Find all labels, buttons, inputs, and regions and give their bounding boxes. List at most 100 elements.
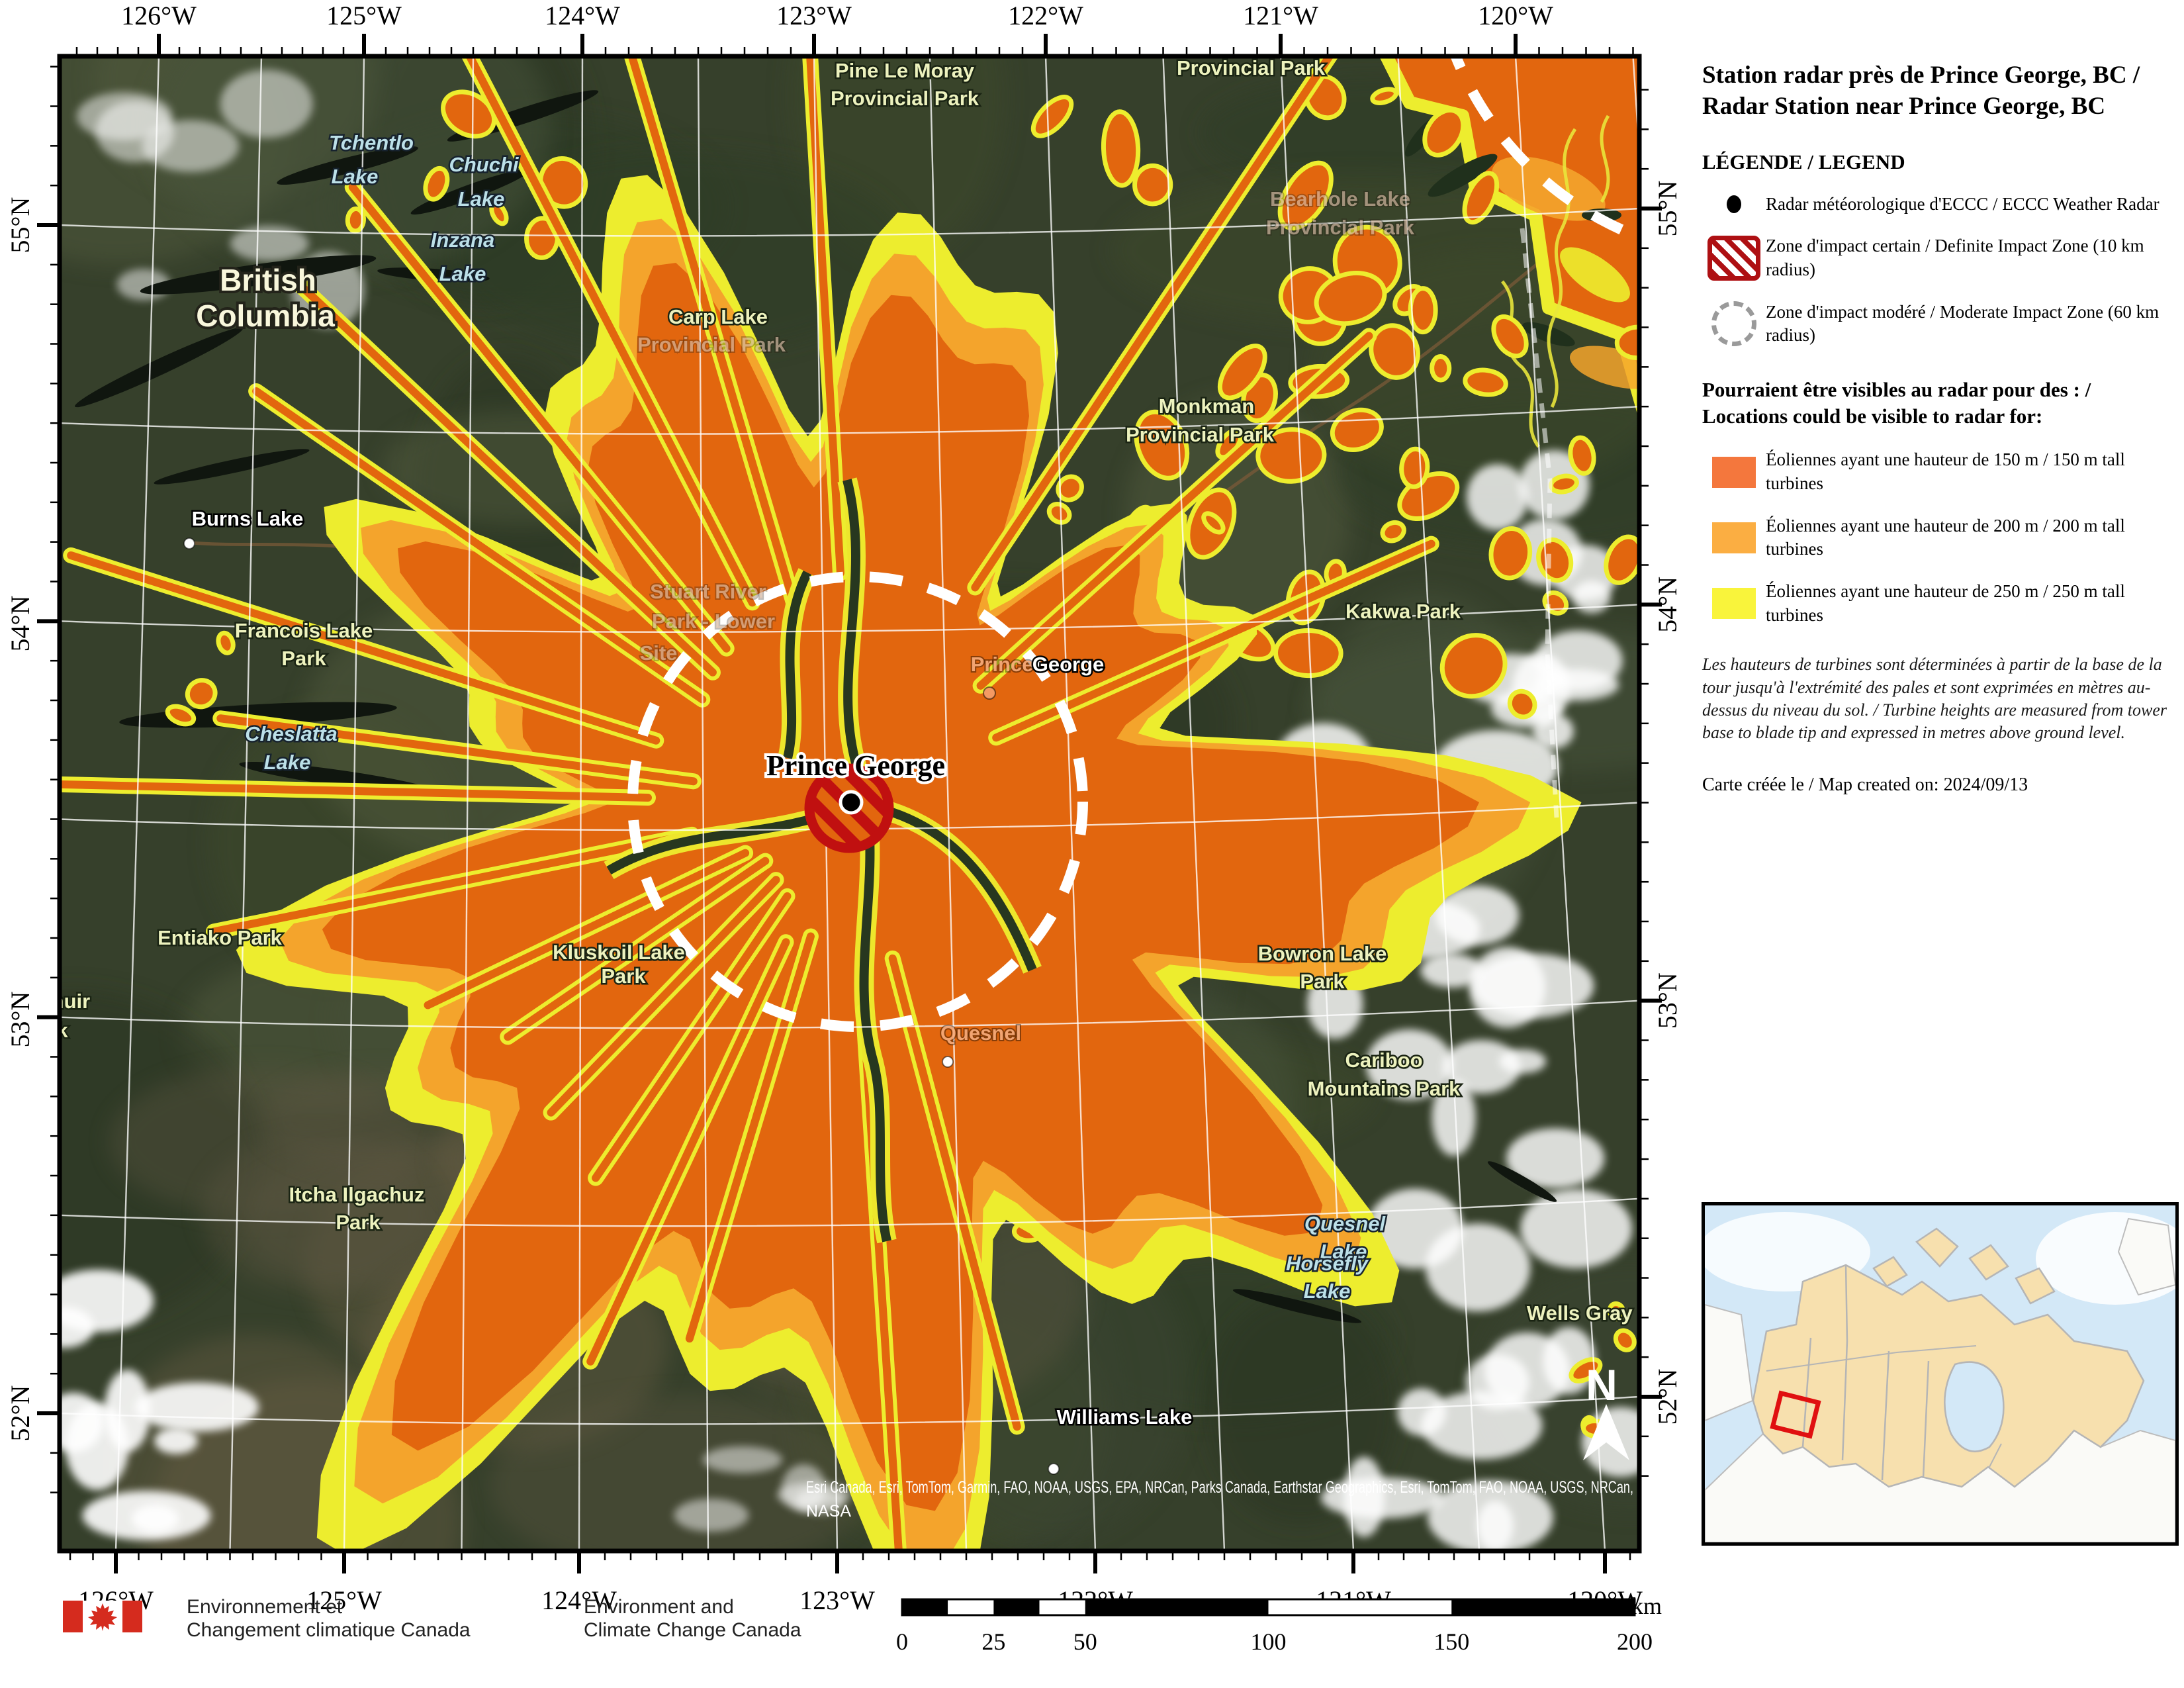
map-label: Lake: [439, 262, 486, 285]
map-label: Cariboo: [1345, 1049, 1422, 1072]
latitude-label: 53°N: [1653, 972, 1682, 1029]
map-label: Park: [1300, 970, 1345, 993]
longitude-label: 124°W: [541, 1585, 617, 1615]
map-label: Cheslatta: [245, 722, 338, 745]
attribution-text: NASA: [806, 1502, 851, 1521]
map-label: Burns Lake: [192, 507, 304, 530]
map-label: Kakwa Park: [1345, 600, 1461, 623]
eccc-wordmark-en: Environment and Climate Change Canada: [584, 1596, 801, 1641]
moderate-impact-zone-circle: [627, 571, 1088, 1032]
legend-item-moderate-zone: Zone d'impact modéré / Moderate Impact Z…: [1702, 301, 2173, 348]
map-label: Lake: [1304, 1280, 1351, 1303]
map-label: Carp Lake: [668, 305, 768, 328]
legend-item-label: Éoliennes ayant une hauteur de 250 m / 2…: [1766, 581, 2125, 625]
longitude-label: 123°W: [799, 1585, 875, 1615]
latitude-label: 55°N: [1653, 181, 1682, 237]
map-label: Francois Lake: [235, 619, 373, 642]
map-label: Entiako Park: [158, 926, 283, 949]
map-label: Park - Lower: [652, 610, 775, 633]
map-label: Wells Gray Pa: [1527, 1301, 1664, 1325]
scale-unit-label: km: [1631, 1593, 1662, 1619]
latitude-label: 54°N: [5, 596, 35, 652]
map-label: Park: [601, 964, 646, 988]
map-label: Williams Lake: [1057, 1405, 1193, 1429]
latitude-label: 53°N: [5, 992, 35, 1048]
map-label: Prince: [971, 653, 1034, 676]
swatch-250m: [1712, 588, 1756, 620]
map-label: Site: [640, 641, 678, 665]
legend-item-definite-zone: Zone d'impact certain / Definite Impact …: [1702, 234, 2173, 281]
moderate-zone-icon: [1711, 301, 1756, 347]
legend-item-200m: Éoliennes ayant une hauteur de 200 m / 2…: [1702, 514, 2173, 561]
scale-tick-label: 100: [1251, 1628, 1287, 1655]
city-dot: [983, 686, 996, 700]
map-label: Quesnel: [940, 1021, 1021, 1045]
map-title: Station radar près de Prince George, BC …: [1702, 62, 2140, 120]
map-canvas: Pine Le Moray Provincial Park Provincial P…: [5, 1, 1682, 1655]
map-created-date: Carte créée le / Map created on: 2024/09…: [1702, 774, 2028, 796]
map-label: Lake: [264, 751, 311, 774]
map-label: Lake: [458, 187, 505, 211]
map-label: Park: [336, 1211, 381, 1234]
legend-panel: Station radar près de Prince George, BC …: [1702, 52, 2173, 796]
map-label: Provincial Park: [831, 87, 979, 110]
inset-map: [1698, 1205, 2184, 1550]
scale-tick-label: 50: [1073, 1628, 1097, 1655]
legend-item-label: Éoliennes ayant une hauteur de 200 m / 2…: [1766, 515, 2125, 559]
latitude-label: 52°N: [5, 1385, 35, 1442]
legend-item-label: Radar météorologique d'ECCC / ECCC Weath…: [1766, 193, 2160, 214]
city-dot: [183, 538, 195, 549]
map-label: Itcha Ilgachuz: [289, 1183, 425, 1206]
map-frame: [57, 54, 1642, 1554]
legend-item-label: Éoliennes ayant une hauteur de 150 m / 1…: [1766, 449, 2125, 494]
longitude-label: 123°W: [776, 1, 852, 30]
longitude-label: 121°W: [1243, 1, 1318, 30]
map-labels: Pine Le Moray Provincial Park Provincial P…: [60, 56, 1664, 1430]
map-label: Monkman: [1159, 395, 1255, 418]
longitude-label: 122°W: [1008, 1, 1083, 30]
map-content: Pine Le Moray Provincial Park Provincial P…: [60, 56, 1664, 1551]
radar-dot-icon: [1727, 195, 1741, 214]
longitude-label: 125°W: [306, 1585, 382, 1615]
latitude-label: 52°N: [1653, 1369, 1682, 1425]
longitude-label: 120°W: [1478, 1, 1553, 30]
map-label: Mountains Park: [1308, 1077, 1461, 1100]
north-arrow-icon: [1583, 1404, 1629, 1460]
map-label: Lake: [332, 165, 379, 188]
latitude-label: 55°N: [5, 197, 35, 254]
attribution-text: Esri Canada, Esri, TomTom, Garmin, FAO, …: [806, 1478, 1633, 1497]
legend-item-label: Zone d'impact certain / Definite Impact …: [1766, 236, 2144, 279]
map-label: British: [220, 263, 316, 297]
legend-heading: LÉGENDE / LEGEND: [1702, 150, 1905, 173]
radar-station-point: [839, 790, 864, 815]
scale-tick-label: 150: [1433, 1628, 1469, 1655]
map-label: Park: [281, 647, 326, 670]
map-label: Inzana: [431, 228, 494, 252]
canada-flag-icon: [63, 1601, 142, 1632]
canada-locator-inset: [1698, 1202, 2184, 1550]
map-label: Stuart River: [650, 580, 766, 603]
longitude-label: 124°W: [545, 1, 620, 30]
map-label: Provincial Park: [637, 333, 786, 356]
map-label: Kluskoil Lake: [553, 941, 685, 964]
definite-zone-icon: [1707, 235, 1760, 281]
map-label: Prince George: [766, 749, 945, 782]
legend-item-radar: Radar météorologique d'ECCC / ECCC Weath…: [1702, 193, 2173, 216]
inset-hudson-bay: [1944, 1361, 2005, 1452]
swatch-200m: [1712, 522, 1756, 553]
map-label: Pine Le Moray: [835, 59, 975, 82]
swatch-150m: [1712, 456, 1756, 488]
scale-tick-label: 200: [1617, 1628, 1653, 1655]
north-arrow-label: N: [1586, 1360, 1617, 1409]
city-dot: [942, 1056, 954, 1068]
city-dot: [1048, 1463, 1060, 1475]
map-label: Horsefly: [1286, 1252, 1369, 1275]
legend-item-150m: Éoliennes ayant une hauteur de 150 m / 1…: [1702, 448, 2173, 495]
longitude-label: 125°W: [326, 1, 402, 30]
latitude-label: 54°N: [1653, 577, 1682, 633]
map-label: Quesnel: [1304, 1212, 1387, 1235]
legend-item-250m: Éoliennes ayant une hauteur de 250 m / 2…: [1702, 580, 2173, 627]
eccc-footer: Environnement et Changement climatique C…: [0, 1585, 1694, 1665]
map-extent-rectangle: [1770, 1390, 1821, 1439]
